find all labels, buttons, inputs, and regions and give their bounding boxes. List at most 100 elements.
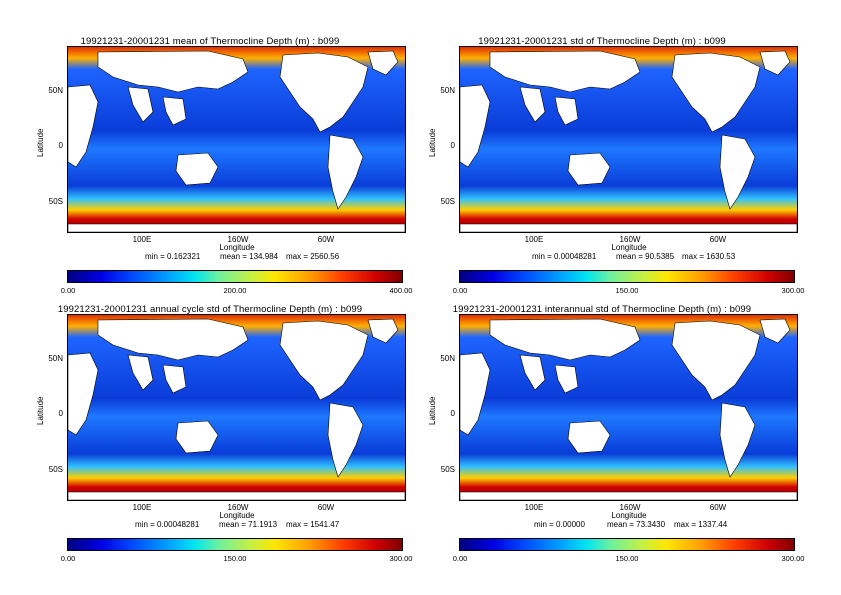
stat-min: min = 0.00000 <box>534 520 585 529</box>
stat-mean: mean = 71.1913 <box>219 520 278 529</box>
ytick-50s: 50S <box>440 197 455 206</box>
stat-mean: mean = 73.3430 <box>607 520 666 529</box>
map-plot <box>67 46 406 233</box>
stat-min: min = 0.00048281 <box>532 252 597 261</box>
ytick-50n: 50N <box>440 86 455 95</box>
colorbar-min-label: 0.00 <box>452 554 468 563</box>
ytick-50n: 50N <box>48 86 63 95</box>
landmass <box>327 402 364 478</box>
stat-max: max = 1630.53 <box>682 252 736 261</box>
landmass <box>175 152 219 186</box>
x-axis-title: Longitude <box>611 511 647 520</box>
stat-max: max = 2560.56 <box>286 252 340 261</box>
map-plot <box>459 314 798 501</box>
landmass <box>127 86 154 123</box>
landmass <box>759 318 791 344</box>
landmass <box>719 134 756 210</box>
y-axis-title: Latitude <box>428 396 437 425</box>
ytick-50s: 50S <box>48 197 63 206</box>
landmass <box>279 320 369 401</box>
xtick-100e: 100E <box>132 235 152 244</box>
xtick-160w: 160W <box>227 503 249 512</box>
panel-interannual-std: 19921231-20001231 interannual std of The… <box>392 268 812 565</box>
colorbar-mid-label: 150.00 <box>615 286 639 295</box>
landmass <box>519 86 546 123</box>
landmass <box>489 50 641 93</box>
panel-title: 19921231-20001231 annual cycle std of Th… <box>57 304 363 315</box>
ytick-50s: 50S <box>48 465 63 474</box>
landmass <box>367 318 399 344</box>
stat-max: max = 1541.47 <box>286 520 340 529</box>
colorbar-mid-label: 150.00 <box>223 554 247 563</box>
y-axis-title: Latitude <box>36 396 45 425</box>
landmass <box>567 152 611 186</box>
stat-max: max = 1337.44 <box>674 520 728 529</box>
colorbar-max-label: 300.00 <box>781 286 805 295</box>
ytick-0: 0 <box>58 141 63 150</box>
landmass <box>68 352 99 436</box>
ytick-0: 0 <box>58 409 63 418</box>
y-axis-title: Latitude <box>36 128 45 157</box>
panel-annual-cycle-std: 19921231-20001231 annual cycle std of Th… <box>0 268 420 565</box>
landmass <box>671 52 761 133</box>
landmass <box>279 52 369 133</box>
landmass <box>489 318 641 361</box>
xtick-60w: 60W <box>317 503 335 512</box>
stat-mean: mean = 90.5385 <box>616 252 675 261</box>
panel-title: 19921231-20001231 std of Thermocline Dep… <box>478 36 726 47</box>
ytick-50s: 50S <box>440 465 455 474</box>
colorbar-mid-label: 150.00 <box>615 554 639 563</box>
landmass <box>460 84 491 168</box>
map-svg <box>68 315 405 500</box>
y-axis-title: Latitude <box>428 128 437 157</box>
xtick-60w: 60W <box>709 235 727 244</box>
landmass <box>97 318 249 361</box>
xtick-60w: 60W <box>317 235 335 244</box>
xtick-160w: 160W <box>619 503 641 512</box>
landmass <box>327 134 364 210</box>
stat-min: min = 0.162321 <box>145 252 201 261</box>
map-svg <box>68 47 405 232</box>
landmass <box>162 364 187 394</box>
landmass <box>719 402 756 478</box>
xtick-60w: 60W <box>709 503 727 512</box>
landmass <box>460 223 797 232</box>
ytick-0: 0 <box>450 409 455 418</box>
landmass <box>554 364 579 394</box>
x-axis-title: Longitude <box>219 243 255 252</box>
panel-title: 19921231-20001231 mean of Thermocline De… <box>80 36 340 47</box>
xtick-100e: 100E <box>524 503 544 512</box>
map-plot <box>459 46 798 233</box>
x-axis-title: Longitude <box>219 511 255 520</box>
landmass <box>671 320 761 401</box>
landmass <box>460 352 491 436</box>
colorbar <box>459 270 795 283</box>
panel-std: 19921231-20001231 std of Thermocline Dep… <box>392 0 812 297</box>
xtick-100e: 100E <box>132 503 152 512</box>
landmass <box>127 354 154 391</box>
landmass <box>554 96 579 126</box>
landmass <box>68 84 99 168</box>
ytick-50n: 50N <box>48 354 63 363</box>
panel-mean: 19921231-20001231 mean of Thermocline De… <box>0 0 420 297</box>
landmass <box>68 491 405 500</box>
x-axis-title: Longitude <box>611 243 647 252</box>
xtick-160w: 160W <box>619 235 641 244</box>
colorbar <box>459 538 795 551</box>
landmass <box>162 96 187 126</box>
colorbar <box>67 538 403 551</box>
map-svg <box>460 315 797 500</box>
colorbar-max-label: 300.00 <box>389 554 413 563</box>
colorbar-min-label: 0.00 <box>60 554 76 563</box>
xtick-100e: 100E <box>524 235 544 244</box>
map-svg <box>460 47 797 232</box>
colorbar-min-label: 0.00 <box>60 286 76 295</box>
colorbar-max-label: 300.00 <box>781 554 805 563</box>
colorbar-mid-label: 200.00 <box>223 286 247 295</box>
landmass <box>68 223 405 232</box>
xtick-160w: 160W <box>227 235 249 244</box>
stat-min: min = 0.00048281 <box>135 520 200 529</box>
panel-title: 19921231-20001231 interannual std of The… <box>452 304 752 315</box>
stat-mean: mean = 134.984 <box>220 252 279 261</box>
landmass <box>97 50 249 93</box>
